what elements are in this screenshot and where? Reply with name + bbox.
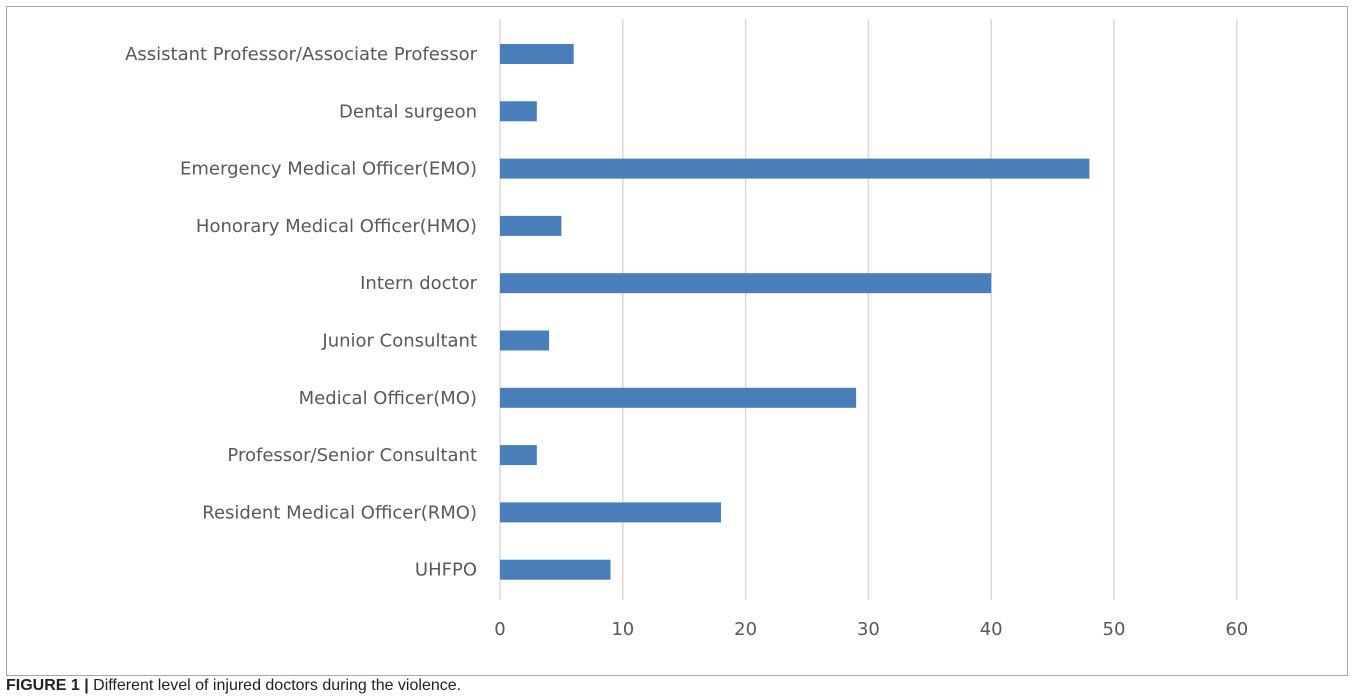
- caption-text: Different level of injured doctors durin…: [88, 677, 462, 694]
- x-tick-label: 10: [611, 619, 634, 640]
- figure-caption: FIGURE 1 | Different level of injured do…: [6, 677, 461, 695]
- category-label: Resident Medical Officer(RMO): [202, 502, 477, 523]
- x-tick-label: 30: [857, 619, 880, 640]
- category-label: Dental surgeon: [339, 101, 477, 122]
- bar: [500, 158, 1090, 179]
- category-label: Medical Officer(MO): [299, 388, 477, 409]
- x-tick-label: 40: [980, 619, 1003, 640]
- bar: [500, 273, 992, 294]
- bar: [500, 387, 857, 408]
- bar: [500, 330, 550, 351]
- x-tick-label: 60: [1225, 619, 1248, 640]
- category-label: Professor/Senior Consultant: [227, 445, 477, 466]
- x-tick-label: 0: [494, 619, 505, 640]
- bar: [500, 101, 537, 122]
- category-label: UHFPO: [415, 560, 477, 581]
- category-label: Honorary Medical Officer(HMO): [196, 216, 477, 237]
- category-label: Junior Consultant: [321, 331, 477, 352]
- category-label: Assistant Professor/Associate Professor: [125, 44, 478, 65]
- bar: [500, 215, 562, 236]
- bar: [500, 502, 722, 523]
- bar: [500, 445, 537, 466]
- x-tick-label: 50: [1103, 619, 1126, 640]
- chart-frame: 0 10 20 30 40 50 60 Assistant Professor/Associa…: [6, 6, 1348, 676]
- x-tick-label: 20: [734, 619, 757, 640]
- bar-chart: 0 10 20 30 40 50 60 Assistant Professor/Associa…: [125, 19, 1248, 640]
- category-label: Intern doctor: [360, 273, 477, 294]
- category-label: Emergency Medical Officer(EMO): [180, 159, 477, 180]
- bar: [500, 559, 611, 580]
- bar: [500, 44, 574, 64]
- caption-label: FIGURE 1 |: [6, 677, 89, 694]
